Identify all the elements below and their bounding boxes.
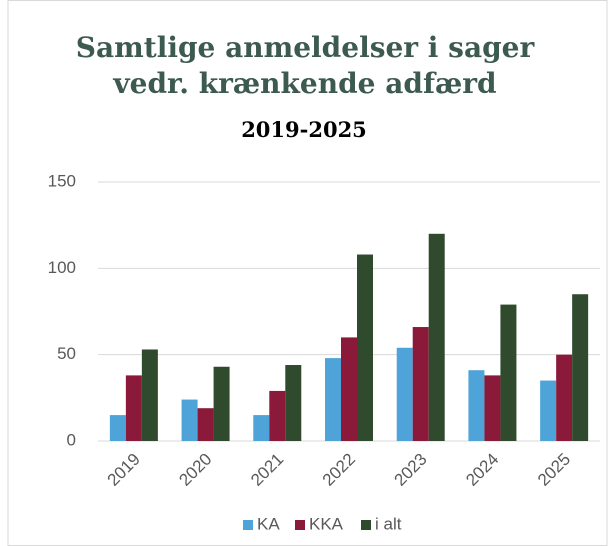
- x-tick-label: 2025: [534, 450, 574, 490]
- x-tick-label: 2024: [462, 450, 502, 490]
- bar: [341, 337, 357, 441]
- x-tick-label: 2020: [175, 450, 215, 490]
- bar: [285, 365, 302, 441]
- legend-label: i alt: [375, 514, 402, 533]
- x-tick-label: 2023: [391, 450, 431, 490]
- legend-swatch: [295, 520, 305, 530]
- y-tick-label: 0: [67, 430, 76, 449]
- bar: [572, 294, 589, 441]
- legend-swatch: [243, 520, 253, 530]
- bar: [484, 375, 501, 441]
- bar: [141, 349, 158, 441]
- y-tick-label: 100: [48, 258, 76, 277]
- bar: [428, 233, 445, 441]
- bar: [556, 354, 573, 441]
- bar: [181, 399, 198, 441]
- bar: [213, 366, 230, 441]
- bar: [540, 380, 557, 441]
- bar: [468, 370, 485, 441]
- bar: [253, 415, 270, 441]
- bar: [197, 408, 214, 441]
- bar: [109, 415, 126, 441]
- chart-title: Samtlige anmeldelser i sager vedr. krænk…: [75, 31, 535, 100]
- y-tick-label: 50: [57, 344, 76, 363]
- bar: [269, 390, 286, 441]
- bar: [500, 304, 517, 441]
- bar: [412, 327, 429, 441]
- x-tick-label: 2019: [104, 450, 144, 490]
- legend-label: KKA: [309, 514, 344, 533]
- legend-label: KA: [257, 514, 280, 533]
- bar: [125, 375, 142, 441]
- y-tick-label: 150: [48, 171, 76, 190]
- x-tick-label: 2022: [319, 450, 359, 490]
- chart-subtitle: 2019-2025: [241, 117, 367, 142]
- bar: [325, 358, 341, 441]
- legend-swatch: [361, 520, 371, 530]
- x-tick-label: 2021: [247, 450, 287, 490]
- bar: [357, 254, 373, 441]
- bar: [396, 347, 413, 441]
